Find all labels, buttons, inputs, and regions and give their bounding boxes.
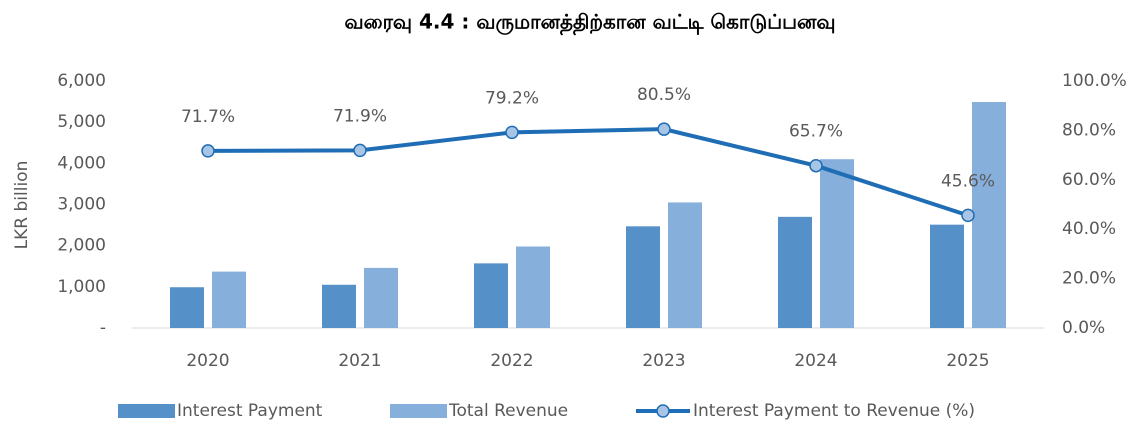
bar xyxy=(972,101,1006,329)
y-tick-label: 2,000 xyxy=(57,236,106,256)
legend-label: Total Revenue xyxy=(448,401,568,421)
line-marker xyxy=(505,125,519,140)
y-tick-label: 5,000 xyxy=(57,112,106,132)
y-tick-label: 3,000 xyxy=(57,195,106,215)
x-tick-label: 2024 xyxy=(794,351,837,371)
data-label: 45.6% xyxy=(941,171,995,191)
line-marker xyxy=(353,143,367,158)
y2-tick-label: 60.0% xyxy=(1062,170,1116,190)
bar xyxy=(170,287,204,328)
y-axis-label: LKR billion xyxy=(12,161,32,250)
legend-swatch xyxy=(390,404,447,418)
y2-tick-label: 0.0% xyxy=(1062,318,1105,338)
chart-title: வரைவு 4.4 : வருமானத்திற்கான வட்டி கொடுப்… xyxy=(345,10,836,36)
y-tick-label: 6,000 xyxy=(57,71,106,91)
data-label: 71.7% xyxy=(181,107,235,127)
x-tick-label: 2021 xyxy=(338,351,381,371)
bar xyxy=(820,159,854,328)
x-tick-label: 2025 xyxy=(946,351,989,371)
bar xyxy=(364,267,398,328)
y2-tick-label: 100.0% xyxy=(1062,71,1127,91)
y2-tick-label: 80.0% xyxy=(1062,120,1116,140)
bar xyxy=(668,202,702,328)
x-tick-label: 2020 xyxy=(186,351,229,371)
legend-label: Interest Payment to Revenue (%) xyxy=(693,401,975,421)
legend-marker xyxy=(656,404,670,418)
bar xyxy=(930,224,964,328)
x-tick-label: 2022 xyxy=(490,351,533,371)
bar xyxy=(516,246,550,328)
y2-tick-label: 20.0% xyxy=(1062,269,1116,289)
bar xyxy=(626,226,660,328)
legend-swatch xyxy=(118,404,175,418)
data-label: 80.5% xyxy=(637,85,691,105)
data-label: 79.2% xyxy=(485,88,539,108)
y-tick-label: 1,000 xyxy=(57,277,106,297)
data-label: 65.7% xyxy=(789,122,843,142)
line-marker xyxy=(201,144,215,158)
legend-label: Interest Payment xyxy=(177,401,323,421)
x-tick-label: 2023 xyxy=(642,351,685,371)
bar xyxy=(778,216,812,328)
bar xyxy=(474,263,508,328)
line-marker xyxy=(961,208,975,223)
bar xyxy=(212,271,246,328)
line-marker xyxy=(657,122,671,136)
y-tick-label: - xyxy=(100,318,106,338)
y2-tick-label: 40.0% xyxy=(1062,219,1116,239)
y-tick-label: 4,000 xyxy=(57,153,106,173)
line-marker xyxy=(809,158,823,173)
bar xyxy=(322,284,356,328)
line xyxy=(207,127,969,218)
data-label: 71.9% xyxy=(333,106,387,126)
